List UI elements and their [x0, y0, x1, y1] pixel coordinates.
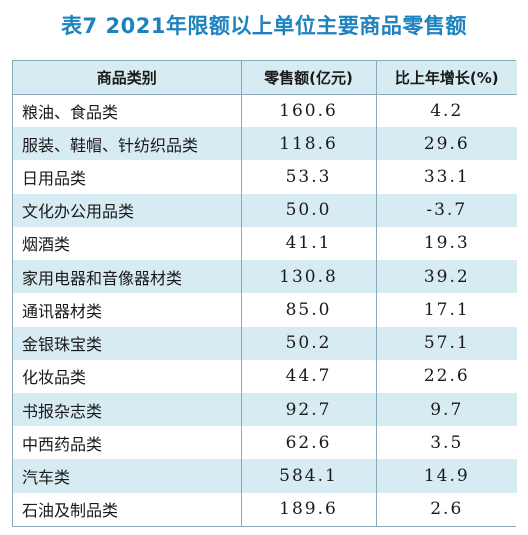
header-sales: 零售额(亿元)	[241, 61, 377, 95]
table-header-row: 商品类别 零售额(亿元) 比上年增长(%)	[13, 61, 517, 95]
cell-sales: 44.7	[241, 359, 377, 393]
cell-growth: 19.3	[376, 226, 517, 261]
cell-category: 金银珠宝类	[13, 326, 242, 360]
cell-category: 化妆品类	[13, 359, 242, 393]
table-title: 表7 2021年限额以上单位主要商品零售额	[61, 14, 467, 38]
table-row: 汽车类 584.1 14.9	[13, 459, 517, 493]
cell-growth: 39.2	[376, 260, 517, 294]
cell-category: 粮油、食品类	[13, 94, 242, 128]
cell-sales: 41.1	[241, 226, 377, 261]
header-category: 商品类别	[13, 61, 242, 95]
table-row: 文化办公用品类 50.0 -3.7	[13, 193, 517, 227]
cell-sales: 118.6	[241, 127, 377, 161]
cell-growth: 33.1	[376, 160, 517, 194]
cell-sales: 189.6	[241, 492, 377, 526]
cell-growth: 9.7	[376, 392, 517, 427]
cell-sales: 92.7	[241, 392, 377, 427]
cell-category: 中西药品类	[13, 426, 242, 460]
cell-sales: 160.6	[241, 94, 377, 128]
table-row: 家用电器和音像器材类 130.8 39.2	[13, 260, 517, 294]
cell-growth: 4.2	[376, 94, 517, 128]
cell-growth: 57.1	[376, 326, 517, 360]
header-growth: 比上年增长(%)	[376, 61, 517, 95]
cell-category: 石油及制品类	[13, 492, 242, 526]
table-row: 金银珠宝类 50.2 57.1	[13, 326, 517, 360]
cell-growth: 29.6	[376, 127, 517, 161]
table-row: 石油及制品类 189.6 2.6	[13, 492, 517, 526]
cell-growth: -3.7	[376, 193, 517, 227]
table-row: 书报杂志类 92.7 9.7	[13, 392, 517, 427]
cell-growth: 17.1	[376, 293, 517, 327]
retail-sales-table-container: 商品类别 零售额(亿元) 比上年增长(%) 粮油、食品类 160.6 4.2 服…	[12, 60, 517, 527]
cell-category: 日用品类	[13, 160, 242, 194]
cell-category: 服装、鞋帽、针纺织品类	[13, 127, 242, 161]
cell-growth: 3.5	[376, 426, 517, 460]
cell-category: 通讯器材类	[13, 293, 242, 327]
cell-category: 汽车类	[13, 459, 242, 493]
retail-sales-table: 商品类别 零售额(亿元) 比上年增长(%) 粮油、食品类 160.6 4.2 服…	[13, 61, 517, 526]
cell-category: 书报杂志类	[13, 392, 242, 427]
cell-sales: 85.0	[241, 293, 377, 327]
cell-sales: 62.6	[241, 426, 377, 460]
cell-growth: 22.6	[376, 359, 517, 393]
cell-growth: 2.6	[376, 492, 517, 526]
cell-category: 家用电器和音像器材类	[13, 260, 242, 294]
cell-sales: 53.3	[241, 160, 377, 194]
cell-sales: 584.1	[241, 459, 377, 493]
cell-sales: 130.8	[241, 260, 377, 294]
cell-category: 文化办公用品类	[13, 193, 242, 227]
table-row: 粮油、食品类 160.6 4.2	[13, 94, 517, 128]
cell-sales: 50.2	[241, 326, 377, 360]
cell-growth: 14.9	[376, 459, 517, 493]
table-row: 中西药品类 62.6 3.5	[13, 426, 517, 460]
table-row: 服装、鞋帽、针纺织品类 118.6 29.6	[13, 127, 517, 161]
table-row: 化妆品类 44.7 22.6	[13, 359, 517, 393]
table-row: 日用品类 53.3 33.1	[13, 160, 517, 194]
table-row: 通讯器材类 85.0 17.1	[13, 293, 517, 327]
cell-category: 烟酒类	[13, 226, 242, 261]
cell-sales: 50.0	[241, 193, 377, 227]
table-row: 烟酒类 41.1 19.3	[13, 226, 517, 261]
